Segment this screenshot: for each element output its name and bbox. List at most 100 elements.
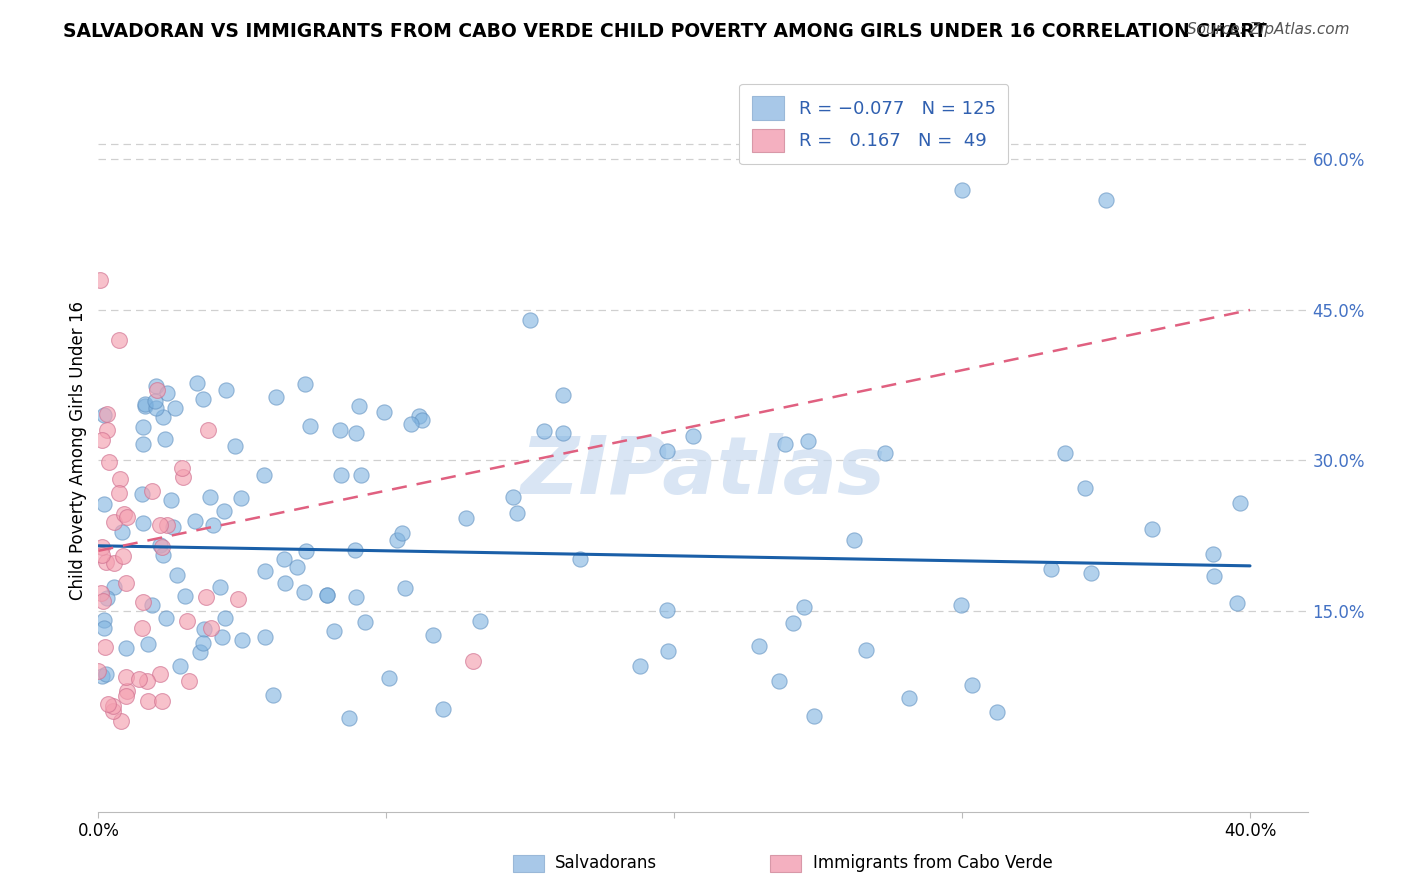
Point xyxy=(111,524,134,539)
Point xyxy=(273,552,295,566)
Point xyxy=(150,694,173,708)
Text: Source: ZipAtlas.com: Source: ZipAtlas.com xyxy=(1187,22,1350,37)
Point xyxy=(145,401,167,415)
Point xyxy=(103,581,125,595)
Point xyxy=(87,664,110,679)
Point xyxy=(90,434,112,448)
Point xyxy=(172,470,194,484)
Point xyxy=(682,429,704,443)
Point xyxy=(316,588,339,602)
Point xyxy=(502,491,524,505)
Point xyxy=(169,658,191,673)
Point xyxy=(323,624,346,639)
Point xyxy=(211,630,233,644)
Point xyxy=(93,621,115,635)
Point xyxy=(91,593,114,607)
Point xyxy=(796,434,818,448)
Point xyxy=(96,407,118,421)
Point xyxy=(96,555,118,569)
Point xyxy=(950,183,973,197)
Point xyxy=(112,549,135,563)
Point xyxy=(214,611,236,625)
Point xyxy=(93,408,115,422)
Point xyxy=(114,670,136,684)
Point xyxy=(1226,597,1249,611)
Point xyxy=(408,409,430,424)
Point xyxy=(986,705,1008,719)
Point xyxy=(229,491,252,505)
Point xyxy=(264,390,287,404)
Point xyxy=(226,591,249,606)
Point xyxy=(146,384,169,398)
Point xyxy=(96,424,118,438)
Point xyxy=(91,669,114,683)
Point xyxy=(138,694,160,708)
Point xyxy=(1202,569,1225,583)
Point xyxy=(1040,562,1063,576)
Point xyxy=(156,518,179,533)
Point xyxy=(1095,193,1118,207)
Point xyxy=(1229,496,1251,510)
Point xyxy=(253,468,276,483)
Point xyxy=(898,691,921,706)
Point xyxy=(329,467,352,482)
Point xyxy=(568,552,591,566)
Point xyxy=(378,672,401,686)
Text: SALVADORAN VS IMMIGRANTS FROM CABO VERDE CHILD POVERTY AMONG GIRLS UNDER 16 CORR: SALVADORAN VS IMMIGRANTS FROM CABO VERDE… xyxy=(63,22,1267,41)
Point xyxy=(96,667,118,681)
Point xyxy=(315,588,337,602)
Point xyxy=(108,472,131,486)
Point xyxy=(136,674,159,689)
Point xyxy=(551,426,574,441)
Point xyxy=(128,672,150,686)
Point xyxy=(200,491,222,505)
Point xyxy=(160,493,183,508)
Point xyxy=(422,628,444,642)
Point xyxy=(506,506,529,520)
Point xyxy=(208,580,231,594)
Point xyxy=(1202,548,1225,562)
Point xyxy=(855,643,877,657)
Point xyxy=(141,483,163,498)
Point xyxy=(292,585,315,599)
Point xyxy=(1053,446,1076,460)
Point xyxy=(90,540,112,554)
Point xyxy=(773,436,796,450)
Point xyxy=(115,509,138,524)
Point xyxy=(115,576,138,591)
Point xyxy=(188,645,211,659)
Point xyxy=(141,598,163,612)
Point xyxy=(165,401,187,416)
Point xyxy=(1074,481,1097,495)
Point xyxy=(110,714,132,729)
Point xyxy=(93,497,115,511)
Point xyxy=(176,614,198,628)
Point xyxy=(254,564,277,578)
Point xyxy=(347,399,370,413)
Point xyxy=(212,504,235,518)
Point xyxy=(108,486,131,500)
Point xyxy=(373,405,395,419)
Point xyxy=(143,394,166,409)
Point xyxy=(432,702,454,716)
Point xyxy=(156,386,179,401)
Point xyxy=(253,630,276,644)
Point xyxy=(155,611,177,625)
Point xyxy=(215,384,238,398)
Point xyxy=(197,423,219,437)
Point xyxy=(134,399,156,413)
Point xyxy=(782,615,804,630)
Point xyxy=(294,376,316,391)
Point xyxy=(89,273,111,287)
Point xyxy=(768,674,790,689)
Point xyxy=(131,595,153,609)
Point xyxy=(231,632,253,647)
Point xyxy=(150,540,173,554)
Point xyxy=(193,392,215,406)
Point xyxy=(131,621,153,635)
Point xyxy=(115,690,138,704)
Point xyxy=(350,468,373,483)
Point xyxy=(174,589,197,603)
Point xyxy=(399,417,422,431)
Point xyxy=(411,413,433,427)
